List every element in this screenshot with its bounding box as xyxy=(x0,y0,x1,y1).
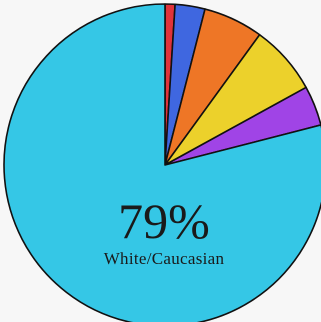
highlight-category-label: White/Caucasian xyxy=(104,249,225,268)
highlight-percent-label: 79% xyxy=(118,193,210,249)
pie-slice-0 xyxy=(3,3,321,322)
pie-slices xyxy=(3,3,321,322)
